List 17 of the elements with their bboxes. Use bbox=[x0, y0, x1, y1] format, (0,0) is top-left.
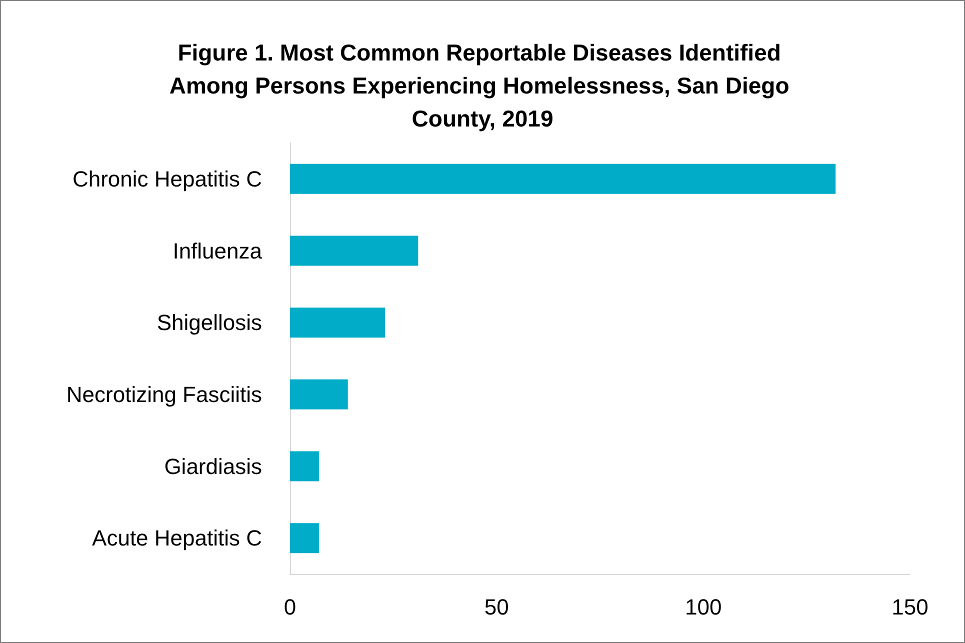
y-tick-label: Acute Hepatitis C bbox=[92, 526, 262, 551]
y-tick-label: Giardiasis bbox=[164, 454, 262, 479]
x-tick-label: 100 bbox=[684, 594, 722, 620]
bar bbox=[290, 236, 418, 266]
bar bbox=[290, 379, 348, 410]
x-tick-label: 50 bbox=[484, 594, 509, 620]
bar bbox=[290, 308, 386, 338]
bar bbox=[290, 164, 836, 194]
bar bbox=[290, 523, 319, 554]
y-tick-label: Necrotizing Fasciitis bbox=[66, 382, 262, 407]
chart-title: Figure 1. Most Common Reportable Diseases Identified Among Persons Experiencing Homelessness, San Diego County, 2019 bbox=[169, 40, 796, 132]
y-tick-label: Chronic Hepatitis C bbox=[72, 166, 262, 192]
bar bbox=[290, 451, 319, 482]
y-tick-label: Shigellosis bbox=[156, 310, 262, 336]
y-tick-label: Influenza bbox=[172, 238, 263, 264]
x-tick-label: 0 bbox=[284, 594, 296, 620]
x-tick-label: 150 bbox=[892, 594, 928, 620]
